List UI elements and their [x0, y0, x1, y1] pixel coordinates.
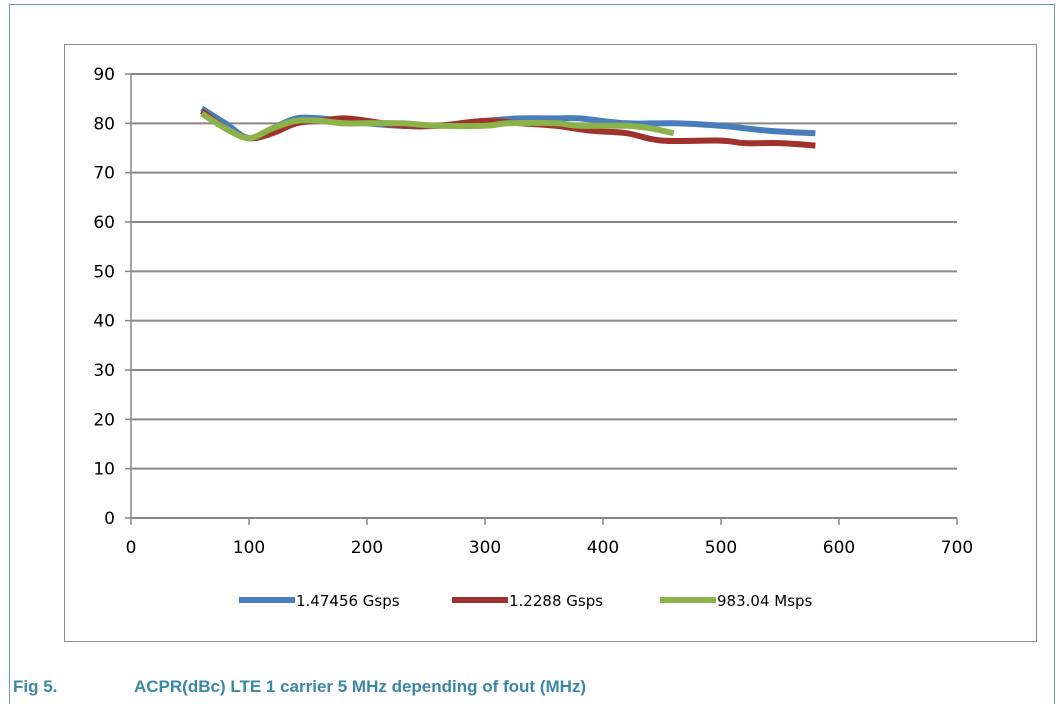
- y-tick-label: 80: [93, 114, 115, 134]
- x-tick-label: 0: [126, 538, 137, 558]
- x-tick-label: 100: [233, 538, 265, 558]
- figure-caption: Fig 5. ACPR(dBc) LTE 1 carrier 5 MHz depe…: [13, 677, 586, 697]
- y-tick-label: 0: [104, 509, 115, 529]
- legend-label-1: 1.47456 Gsps: [296, 592, 400, 610]
- figure-frame: [9, 4, 1055, 704]
- legend-label-2: 1.2288 Gsps: [509, 592, 603, 610]
- figure-number: Fig 5.: [13, 677, 58, 696]
- y-tick-label: 30: [93, 361, 115, 381]
- x-tick-label: 200: [351, 538, 383, 558]
- x-tick-label: 300: [469, 538, 501, 558]
- x-tick-label: 700: [941, 538, 973, 558]
- x-tick-label: 400: [587, 538, 619, 558]
- y-tick-label: 50: [93, 262, 115, 282]
- x-tick-label: 500: [705, 538, 737, 558]
- y-tick-label: 40: [93, 312, 115, 332]
- y-tick-label: 20: [93, 410, 115, 430]
- line-chart: 0 10 20 30 40 50 60 70 80 90 0 100 200 300 400 500 600 70…: [93, 65, 973, 610]
- y-tick-label: 10: [93, 460, 115, 480]
- y-tick-label: 60: [93, 213, 115, 233]
- chart-area: 0 10 20 30 40 50 60 70 80 90 0 100 200 300 400 500 600 70…: [64, 44, 1037, 642]
- figure-title: ACPR(dBc) LTE 1 carrier 5 MHz depending …: [134, 677, 587, 696]
- y-tick-label: 70: [93, 164, 115, 184]
- y-tick-label: 90: [93, 65, 115, 85]
- x-tick-label: 600: [823, 538, 855, 558]
- legend-label-3: 983.04 Msps: [717, 592, 813, 610]
- series-line-3: [200, 110, 675, 142]
